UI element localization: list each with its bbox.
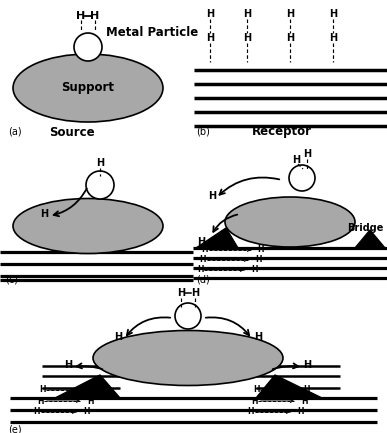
Text: H: H (96, 158, 104, 168)
Text: H: H (76, 11, 86, 21)
Ellipse shape (93, 330, 283, 385)
Text: (a): (a) (8, 127, 22, 137)
Text: H: H (177, 288, 185, 298)
Text: H: H (197, 237, 205, 247)
Text: H: H (297, 407, 303, 417)
Text: H: H (243, 9, 251, 19)
Text: H: H (39, 385, 45, 394)
Text: H: H (197, 265, 203, 275)
Text: (d): (d) (196, 274, 210, 284)
Text: H: H (34, 407, 40, 417)
Text: H: H (329, 9, 337, 19)
Text: H: H (37, 397, 43, 405)
Text: H: H (114, 332, 122, 342)
Text: H: H (292, 155, 300, 165)
Text: H: H (251, 265, 257, 275)
Ellipse shape (13, 198, 163, 253)
Text: H: H (200, 255, 206, 265)
Text: H: H (206, 33, 214, 43)
Text: H: H (255, 255, 261, 265)
Text: H: H (202, 246, 208, 255)
Text: Receptor: Receptor (252, 126, 312, 139)
Circle shape (175, 303, 201, 329)
Text: Support: Support (62, 81, 115, 94)
Text: H: H (206, 9, 214, 19)
Text: H: H (303, 149, 311, 159)
Text: H: H (251, 397, 257, 405)
Text: H: H (91, 11, 99, 21)
Text: H: H (254, 332, 262, 342)
Text: H: H (258, 246, 264, 255)
Polygon shape (196, 228, 238, 248)
Circle shape (74, 33, 102, 61)
Text: H: H (64, 360, 72, 370)
Text: H: H (286, 33, 294, 43)
Text: H: H (304, 385, 310, 394)
Circle shape (86, 171, 114, 199)
Ellipse shape (13, 54, 163, 122)
Text: Metal Particle: Metal Particle (106, 26, 198, 39)
Text: (b): (b) (196, 127, 210, 137)
Text: Source: Source (49, 126, 95, 139)
Polygon shape (355, 230, 385, 248)
Ellipse shape (225, 197, 355, 247)
Polygon shape (55, 375, 120, 398)
Text: H: H (87, 397, 93, 405)
Text: H: H (248, 407, 254, 417)
Text: (c): (c) (5, 274, 18, 284)
Text: H: H (303, 360, 311, 370)
Text: H: H (90, 385, 96, 394)
Text: H: H (286, 9, 294, 19)
Polygon shape (256, 375, 322, 398)
Text: H: H (243, 33, 251, 43)
Text: H: H (253, 385, 259, 394)
Text: H: H (208, 191, 216, 201)
Text: H: H (40, 209, 48, 219)
Text: (e): (e) (8, 425, 22, 433)
Text: H: H (301, 397, 307, 405)
Circle shape (289, 165, 315, 191)
Text: H: H (191, 288, 199, 298)
Text: H: H (329, 33, 337, 43)
Text: Bridge: Bridge (347, 223, 383, 233)
Text: H: H (83, 407, 89, 417)
